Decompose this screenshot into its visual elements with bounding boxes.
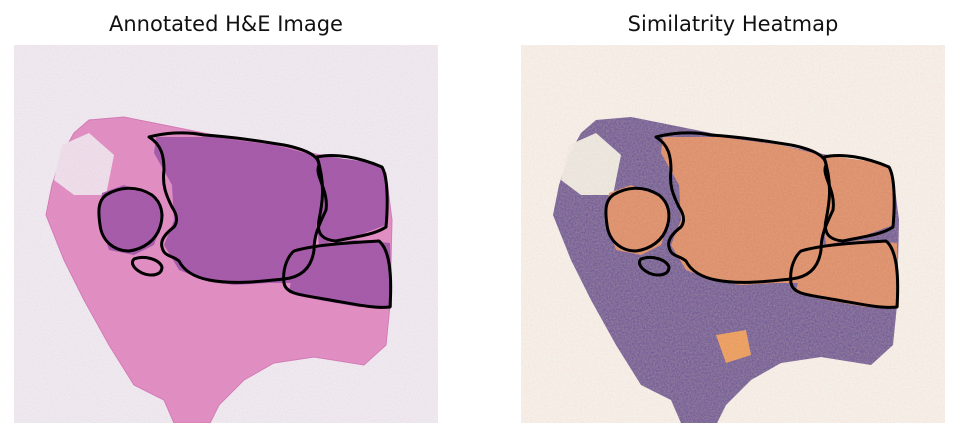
similarity-heatmap (521, 45, 945, 423)
annotation-left-region (97, 186, 164, 253)
annotation-lower-right (282, 239, 393, 309)
right-panel-title: Similatrity Heatmap (627, 12, 839, 36)
annotation-upper-right (822, 153, 896, 243)
annotation-upper-right (315, 153, 389, 243)
annotation-left-region (604, 186, 671, 253)
annotation-large-region (654, 131, 835, 284)
annotation-small-region (130, 255, 164, 277)
he-image (14, 45, 438, 423)
heatmap-panel (521, 45, 945, 423)
left-panel-title: Annotated H&E Image (109, 12, 343, 36)
he-image-panel (14, 45, 438, 423)
annotation-large-region (147, 131, 328, 284)
annotation-outlines (97, 131, 393, 309)
heatmap-annotation-outlines (604, 131, 900, 309)
annotation-small-region (637, 255, 671, 277)
annotation-lower-right (789, 239, 900, 309)
